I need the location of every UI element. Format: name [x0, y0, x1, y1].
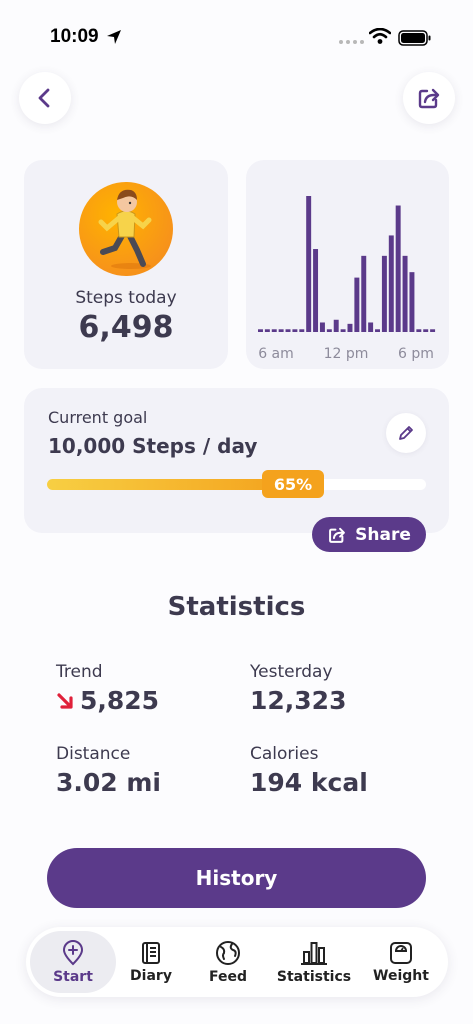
runner-avatar [79, 182, 173, 276]
goal-progress-bar: 65% [47, 470, 426, 498]
trend-stat: Trend 5,825 [56, 662, 159, 715]
chart-bar [354, 277, 360, 332]
tab-diary[interactable]: Diary [120, 931, 182, 993]
tab-start[interactable]: Start [30, 931, 116, 993]
chart-bar [430, 329, 436, 332]
chart-bar [264, 329, 270, 332]
chart-x-tick: 6 pm [398, 346, 434, 362]
status-time: 10:09 [50, 26, 99, 47]
chart-bar [313, 249, 319, 332]
wifi-icon [369, 28, 391, 44]
tab-feed-label: Feed [208, 968, 247, 985]
history-button[interactable]: History [47, 848, 426, 908]
chart-x-tick: 12 pm [324, 346, 369, 362]
yesterday-stat: Yesterday 12,323 [250, 662, 346, 715]
cellular-signal-icon [339, 40, 364, 44]
yesterday-value: 12,323 [250, 686, 347, 715]
distance-label: Distance [56, 744, 131, 764]
pencil-icon [399, 426, 413, 440]
chart-bar [347, 323, 353, 332]
chart-bar [423, 329, 429, 332]
chart-bar [278, 329, 284, 332]
chart-bar [375, 329, 380, 332]
share-button-label: Share [355, 524, 411, 545]
share-button[interactable]: Share [312, 517, 426, 552]
bar-chart-icon [301, 941, 327, 965]
chart-bar [271, 329, 277, 332]
chart-bar [306, 196, 312, 332]
book-icon [142, 941, 160, 964]
battery-icon [398, 30, 431, 46]
tab-diary-label: Diary [130, 967, 172, 984]
chart-bar [361, 255, 367, 332]
chart-bar [368, 322, 374, 332]
back-button[interactable] [19, 72, 71, 124]
runner-illustration-icon [98, 189, 152, 269]
chart-bar [319, 322, 325, 332]
tab-statistics-label: Statistics [276, 968, 352, 985]
hourly-steps-chart-card: 6 am 12 pm 6 pm [246, 160, 449, 369]
calories-value: 194 kcal [250, 768, 368, 797]
pin-plus-icon [62, 939, 84, 965]
tab-start-label: Start [53, 968, 93, 985]
tab-statistics[interactable]: Statistics [274, 931, 354, 993]
distance-stat: Distance 3.02 mi [56, 744, 161, 797]
statistics-title: Statistics [167, 592, 306, 622]
chart-bar [326, 329, 332, 332]
steps-today-card: Steps today 6,498 [24, 160, 228, 369]
calories-label: Calories [250, 744, 319, 764]
tab-weight-label: Weight [373, 967, 429, 984]
goal-value: 10,000 Steps / day [48, 434, 258, 458]
trend-label: Trend [56, 662, 103, 682]
chart-bar [395, 205, 401, 332]
distance-value: 3.02 mi [56, 768, 162, 797]
chart-bar [340, 329, 346, 332]
hourly-steps-chart: 6 am 12 pm 6 pm [258, 196, 436, 362]
share-icon [418, 88, 440, 109]
share-top-button[interactable] [403, 72, 455, 124]
chart-bar [388, 235, 394, 332]
chart-bar [409, 272, 415, 332]
calories-stat: Calories 194 kcal [250, 744, 368, 797]
chart-bar [258, 329, 263, 332]
goal-label: Current goal [48, 408, 148, 427]
goal-progress-badge: 65% [262, 470, 324, 498]
yesterday-label: Yesterday [250, 662, 333, 682]
chart-bar [381, 255, 387, 332]
current-goal-card: Current goal 10,000 Steps / day 65% Shar… [24, 388, 449, 552]
chart-bar [402, 255, 408, 332]
share-icon [329, 527, 346, 543]
steps-today-value: 6,498 [78, 310, 174, 345]
chart-bar [299, 329, 305, 332]
bottom-tab-bar: Start Diary Feed Statistics Weight [26, 927, 448, 997]
status-bar: 10:09 [0, 0, 473, 64]
trend-down-arrow-icon [57, 692, 73, 709]
steps-today-label: Steps today [75, 288, 177, 308]
chart-bar [416, 329, 422, 332]
tab-weight[interactable]: Weight [366, 931, 436, 993]
edit-goal-button[interactable] [386, 413, 426, 453]
trend-value: 5,825 [80, 686, 160, 715]
chart-bar [292, 329, 298, 332]
goal-progress-fill [47, 479, 293, 490]
chart-x-tick: 6 am [258, 346, 294, 362]
scale-icon [390, 941, 412, 964]
chevron-left-icon [38, 88, 50, 108]
chart-bar [285, 329, 291, 332]
globe-icon [216, 940, 240, 965]
tab-feed[interactable]: Feed [196, 931, 260, 993]
location-arrow-icon [107, 30, 121, 44]
chart-bar [333, 319, 339, 332]
